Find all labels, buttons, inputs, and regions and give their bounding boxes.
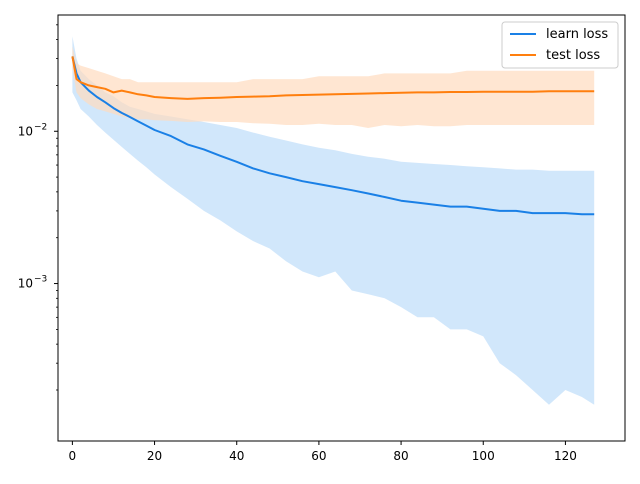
- y-tick-label: 10: [18, 124, 33, 138]
- line-test-loss: [71, 56, 595, 100]
- x-tick-label: 80: [393, 449, 408, 463]
- plot-area: [71, 36, 595, 405]
- axes-frame: [57, 14, 626, 442]
- band-learn-loss: [72, 36, 595, 405]
- x-tick-label: 20: [147, 449, 162, 463]
- band-test-loss: [72, 46, 595, 128]
- line-learn-loss: [71, 56, 595, 216]
- series-group: [71, 36, 595, 405]
- legend-label-learn-loss: learn loss: [546, 27, 608, 42]
- y-tick-exponent: −3: [34, 275, 47, 285]
- y-tick-label: 10: [18, 277, 33, 291]
- x-tick-label: 40: [229, 449, 244, 463]
- legend: learn loss test loss: [501, 21, 619, 69]
- legend-label-test-loss: test loss: [546, 48, 600, 63]
- y-tick-exponent: −2: [34, 122, 47, 132]
- x-tick-label: 0: [69, 449, 77, 463]
- x-tick-label: 120: [554, 449, 577, 463]
- x-tick-label: 60: [311, 449, 326, 463]
- x-tick-label: 100: [472, 449, 495, 463]
